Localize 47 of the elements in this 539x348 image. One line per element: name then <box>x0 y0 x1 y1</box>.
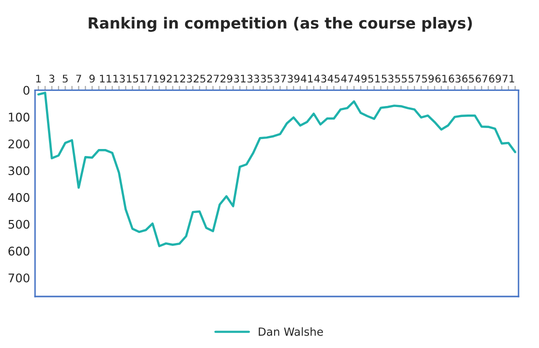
x-tick-label: 51 <box>368 74 380 83</box>
x-tick-label: 25 <box>194 74 206 83</box>
x-tick-label: 37 <box>274 74 286 83</box>
x-tick-label: 17 <box>140 74 152 82</box>
x-tick-label: 7 <box>76 74 82 82</box>
x-tick-label: 57 <box>408 74 420 83</box>
x-tick-label: 9 <box>89 74 95 83</box>
legend-label: Dan Walshe <box>258 327 323 336</box>
x-tick-label: 3 <box>49 74 54 83</box>
x-tick-label: 23 <box>180 74 192 83</box>
y-tick-label: 600 <box>8 246 30 256</box>
x-tick-label: 45 <box>328 74 340 83</box>
x-tick-label: 35 <box>260 74 272 83</box>
x-tick-label: 65 <box>462 74 474 83</box>
x-tick-label: 33 <box>247 74 260 83</box>
x-tick-label: 5 <box>62 74 68 83</box>
x-tick-label: 47 <box>341 74 354 82</box>
x-tick-label: 61 <box>435 74 447 83</box>
x-tick-label: 59 <box>422 74 434 83</box>
x-tick-label: 1 <box>36 74 41 82</box>
x-tick-label: 13 <box>113 74 125 83</box>
x-tick-label: 63 <box>448 74 461 83</box>
x-tick-label: 41 <box>300 74 313 82</box>
x-tick-label: 21 <box>166 74 178 82</box>
x-tick-label: 39 <box>288 74 300 83</box>
x-tick-label: 29 <box>220 74 232 83</box>
line-series <box>37 92 516 248</box>
x-tick-label: 11 <box>100 74 112 82</box>
x-tick-label: 53 <box>382 74 394 83</box>
x-tick-label: 19 <box>154 74 166 83</box>
y-tick-label: 400 <box>8 193 30 202</box>
x-tick-label: 15 <box>126 74 138 83</box>
x-tick-label: 27 <box>207 74 219 82</box>
x-tick-label: 31 <box>234 74 246 83</box>
y-tick-label: 500 <box>8 220 30 229</box>
x-tick-label: 71 <box>502 74 514 82</box>
x-tick-label: 55 <box>395 74 407 83</box>
y-tick-label: 0 <box>23 86 30 95</box>
y-tick-label: 200 <box>8 139 30 148</box>
x-tick-label: 69 <box>489 74 501 83</box>
x-tick-label: 43 <box>314 74 326 83</box>
x-tick-label: 49 <box>354 74 367 83</box>
x-tick-label: 67 <box>476 74 488 83</box>
chart-title: Ranking in competition (as the course plays) <box>88 16 472 32</box>
y-tick-label: 100 <box>8 112 30 122</box>
y-tick-label: 700 <box>8 273 30 282</box>
y-tick-label: 300 <box>8 166 30 176</box>
